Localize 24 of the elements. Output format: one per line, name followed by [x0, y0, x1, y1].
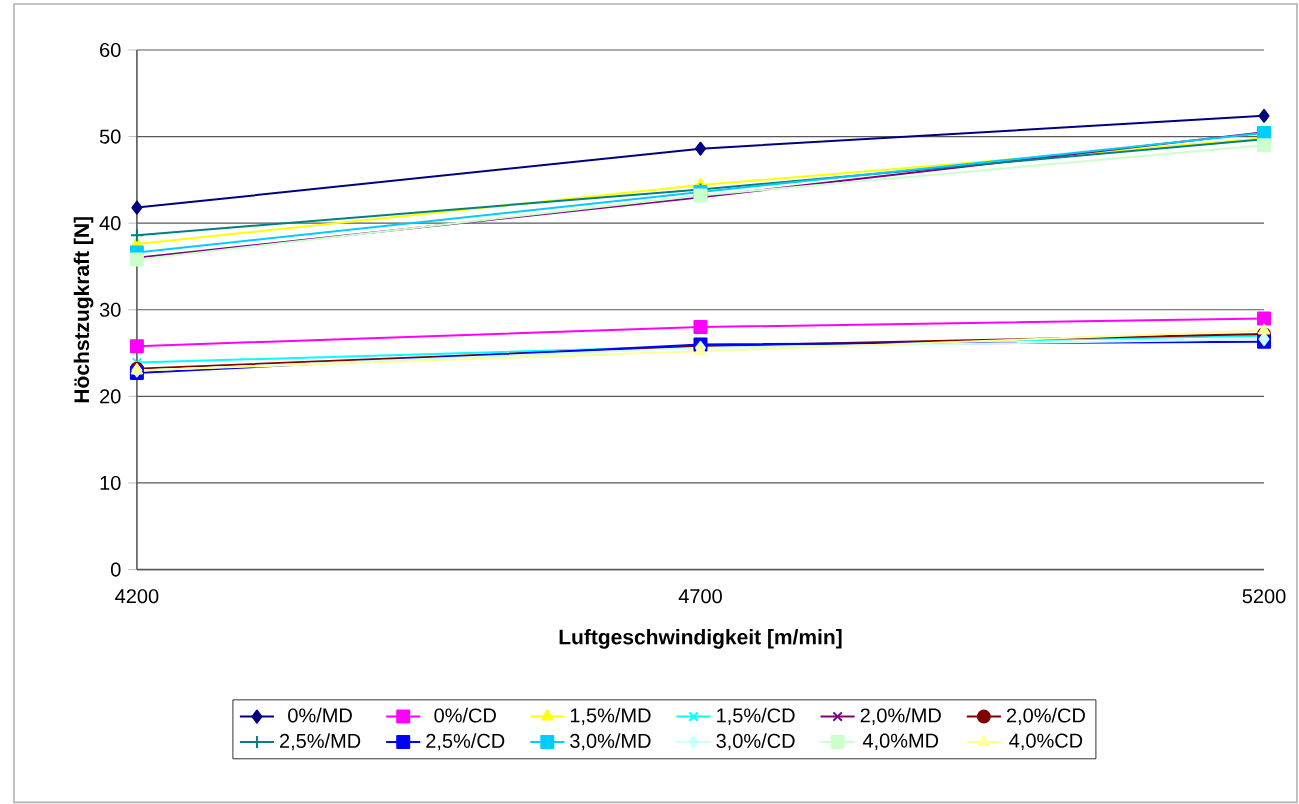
y-tick-label: 0 — [110, 562, 121, 577]
y-tick-label: 40 — [99, 215, 121, 231]
legend-label: 1,5%/MD — [570, 707, 651, 725]
legend-label: 2,0%/MD — [860, 707, 941, 725]
x-tick-label: 4700 — [678, 588, 722, 604]
y-axis-title: Höchstzugkraft [N] — [73, 216, 94, 403]
legend-label: 4,0%CD — [1009, 733, 1083, 750]
legend-label: 0%/CD — [434, 707, 496, 723]
legend-label: 4,0%MD — [862, 733, 939, 750]
x-tick-label: 4200 — [115, 588, 159, 604]
legend-label: 0%/MD — [288, 707, 352, 723]
y-tick-label: 60 — [100, 42, 121, 57]
y-tick-label: 20 — [100, 389, 121, 404]
x-axis-title: Luftgeschwindigkeit [m/min] — [559, 628, 842, 649]
y-tick-label: 10 — [100, 475, 121, 490]
legend-label: 3,0%/CD — [716, 733, 795, 751]
legend-label: 2,5%/CD — [426, 733, 505, 751]
y-tick-label: 50 — [99, 129, 121, 144]
y-tick-label: 30 — [99, 302, 121, 317]
legend-label: 2,5%/MD — [280, 733, 361, 751]
legend-label: 2,0%/CD — [1006, 707, 1085, 725]
legend-label: 1,5%/CD — [717, 707, 795, 725]
legend-label: 3,0%/MD — [570, 733, 651, 751]
x-tick-label: 5200 — [1242, 588, 1286, 604]
